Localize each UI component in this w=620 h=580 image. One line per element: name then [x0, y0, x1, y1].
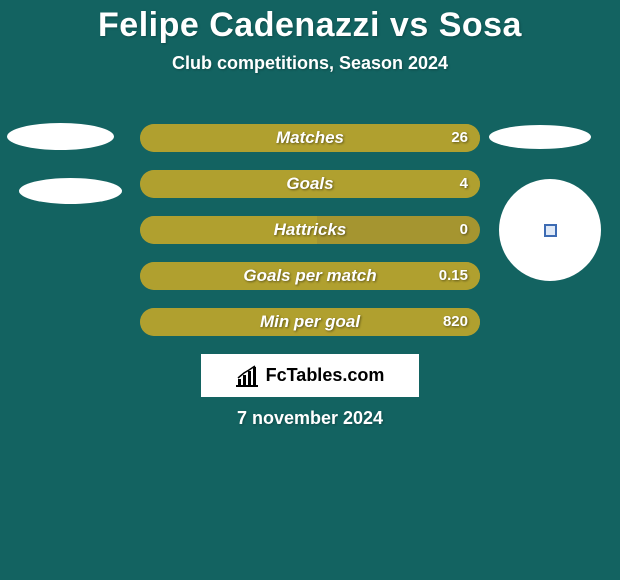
stat-bar-label: Min per goal [140, 308, 480, 336]
stat-bar-label: Hattricks [140, 216, 480, 244]
stats-bars: Matches26 Goals4 Hattricks0 Goals per match… [140, 124, 480, 354]
stat-bar-label: Matches [140, 124, 480, 152]
decorative-square-icon [544, 224, 557, 237]
decorative-ellipse [489, 125, 591, 149]
brand-text: FcTables.com [266, 365, 385, 386]
stat-bar-row: Matches26 [140, 124, 480, 152]
stat-bar-value: 0.15 [439, 262, 468, 290]
stat-bar-value: 0 [460, 216, 468, 244]
stat-bar-row: Min per goal820 [140, 308, 480, 336]
stat-bar-value: 26 [451, 124, 468, 152]
decorative-ellipse [19, 178, 122, 204]
brand-box: FcTables.com [201, 354, 419, 397]
brand-chart-icon [236, 365, 262, 387]
page-title: Felipe Cadenazzi vs Sosa [0, 0, 620, 45]
stat-bar-value: 4 [460, 170, 468, 198]
page-subtitle: Club competitions, Season 2024 [0, 53, 620, 74]
stat-bar-row: Goals4 [140, 170, 480, 198]
stat-bar-label: Goals [140, 170, 480, 198]
stat-bar-label: Goals per match [140, 262, 480, 290]
stat-bar-value: 820 [443, 308, 468, 336]
decorative-ellipse [7, 123, 114, 150]
stat-bar-row: Goals per match0.15 [140, 262, 480, 290]
infographic-canvas: Felipe Cadenazzi vs Sosa Club competitio… [0, 0, 620, 580]
decorative-circle [499, 179, 601, 281]
stat-bar-row: Hattricks0 [140, 216, 480, 244]
date-text: 7 november 2024 [0, 408, 620, 429]
